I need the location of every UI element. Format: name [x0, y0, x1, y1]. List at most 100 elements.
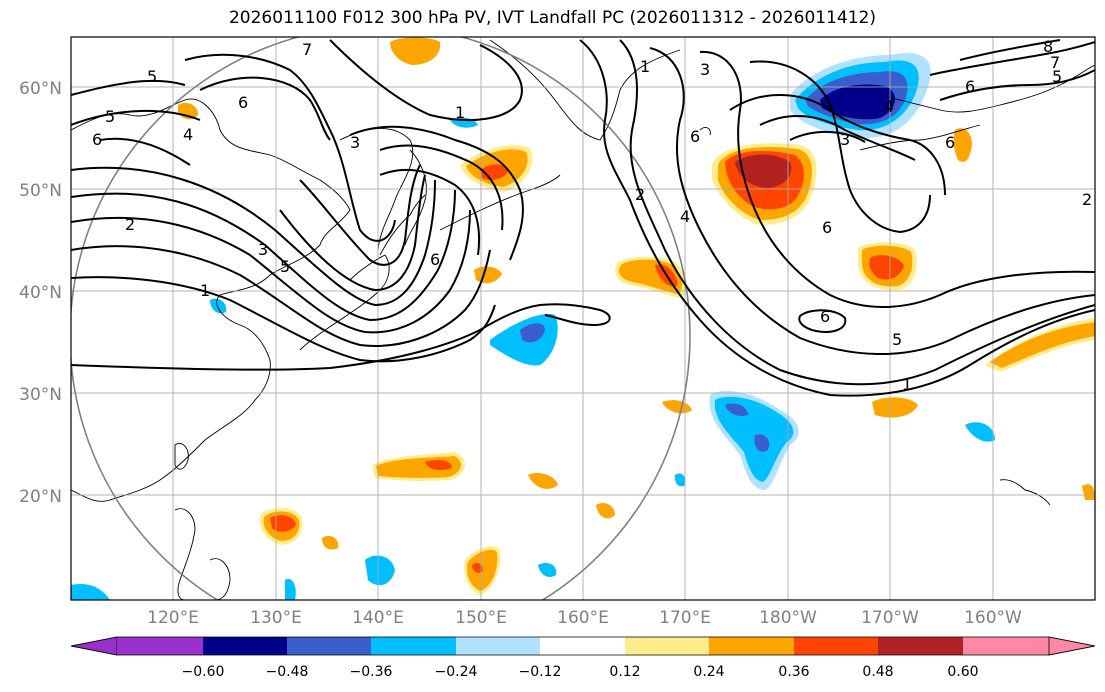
- lon-tick-label: 170°E: [659, 608, 711, 628]
- pv-negative-region: [725, 403, 748, 416]
- lat-tick-label: 50°N: [19, 181, 62, 201]
- colorbar-extend-low: [70, 636, 118, 656]
- pv-positive-region: [528, 473, 558, 489]
- contour-label: 5: [892, 330, 902, 349]
- contour-label: 5: [1052, 67, 1062, 86]
- colorbar-bin: [540, 637, 625, 655]
- pv-positive-region: [472, 562, 483, 573]
- pv-positive-region: [662, 400, 692, 414]
- contour-label: 6: [92, 130, 102, 149]
- contour-label: 6: [238, 93, 248, 112]
- pv-positive-region: [596, 503, 615, 519]
- contour-label: 6: [820, 307, 830, 326]
- colorbar: −0.60 −0.48 −0.36 −0.24 −0.12 0.12 0.24 …: [70, 636, 1096, 680]
- pv-negative-region: [210, 298, 227, 314]
- contour-label: 3: [840, 130, 850, 149]
- contour-label: 3: [258, 240, 268, 259]
- contour-label: 7: [302, 40, 312, 59]
- contour-label: 3: [350, 133, 360, 152]
- region-circle: [71, 37, 691, 600]
- pv-negative-region: [520, 323, 545, 343]
- lon-tick-label: 150°E: [455, 608, 507, 628]
- lon-axis: 120°E 130°E 140°E 150°E 160°E 170°E 180°…: [147, 608, 1022, 628]
- contour-label: 7: [1050, 53, 1060, 72]
- gridlines: [71, 37, 1095, 600]
- colorbar-tick-label: 0.36: [778, 664, 809, 680]
- contour-label: 1: [200, 281, 210, 300]
- colorbar-tick-label: −0.24: [435, 664, 478, 680]
- colorbar-bin: [878, 637, 963, 655]
- pv-positive-region: [953, 128, 972, 162]
- coastlines: [71, 39, 1095, 600]
- lat-axis: 60°N 50°N 40°N 30°N 20°N: [19, 79, 62, 507]
- colorbar-bin: [287, 637, 371, 655]
- colorbar-bin: [709, 637, 794, 655]
- figure-title: 2026011100 F012 300 hPa PV, IVT Landfall…: [228, 8, 876, 28]
- lon-tick-label: 140°E: [352, 608, 404, 628]
- lat-tick-label: 40°N: [19, 283, 62, 303]
- contour-label: 1: [640, 57, 650, 76]
- colorbar-tick-label: −0.12: [519, 664, 562, 680]
- pv-positive-region: [872, 397, 918, 418]
- pv-fill-layer: [71, 37, 1095, 600]
- colorbar-bin: [625, 637, 709, 655]
- contour-label: 3: [700, 60, 710, 79]
- contour-label: 5: [147, 67, 157, 86]
- colorbar-bin: [371, 637, 456, 655]
- lon-tick-label: 130°E: [250, 608, 302, 628]
- pv-negative-region: [965, 422, 995, 442]
- pv-positive-region: [869, 255, 904, 280]
- pv-negative-region: [674, 473, 686, 487]
- contour-label: 4: [680, 207, 690, 226]
- colorbar-tick-label: −0.36: [350, 664, 393, 680]
- contour-label: 5: [105, 107, 115, 126]
- pv-negative-region: [71, 583, 110, 600]
- contour-label: 6: [430, 250, 440, 269]
- colorbar-tick-label: −0.60: [182, 664, 225, 680]
- pv-negative-region: [538, 563, 557, 577]
- colorbar-tick-label: 0.12: [609, 664, 640, 680]
- pv-negative-region: [285, 579, 296, 600]
- contour-label: 5: [280, 257, 290, 276]
- colorbar-tick-label: −0.48: [266, 664, 309, 680]
- colorbar-tick-label: 0.60: [947, 664, 978, 680]
- contour-label: 1: [455, 103, 465, 122]
- colorbar-bin: [117, 637, 203, 655]
- pv-positive-region: [1082, 484, 1095, 500]
- lon-tick-label: 160°W: [964, 608, 1022, 628]
- colorbar-bin: [794, 637, 878, 655]
- pv-positive-region: [735, 154, 792, 188]
- lat-tick-label: 20°N: [19, 487, 62, 507]
- pv-negative-region: [820, 84, 896, 120]
- colorbar-tick-label: 0.48: [862, 664, 893, 680]
- pv-positive-region: [474, 266, 502, 284]
- contour-label: 2: [1082, 190, 1092, 209]
- pv-positive-region: [322, 536, 339, 550]
- lon-tick-label: 180°W: [759, 608, 817, 628]
- colorbar-tick-label: 0.24: [693, 664, 724, 680]
- lon-tick-label: 160°E: [557, 608, 609, 628]
- lon-tick-label: 170°W: [861, 608, 919, 628]
- contour-label: 6: [822, 218, 832, 237]
- ivt-contours: [71, 39, 1095, 397]
- colorbar-bin: [963, 637, 1049, 655]
- contour-label: 6: [945, 133, 955, 152]
- pv-positive-region: [425, 460, 452, 470]
- colorbar-bin: [203, 637, 287, 655]
- colorbar-extend-high: [1048, 636, 1096, 656]
- colorbar-outline: [70, 636, 1096, 656]
- colorbar-bin: [456, 637, 540, 655]
- contour-label: 8: [1043, 37, 1053, 56]
- pv-negative-region: [754, 434, 770, 452]
- contour-label: 4: [183, 125, 193, 144]
- contour-label: 4: [884, 97, 894, 116]
- pv-positive-region: [990, 322, 1095, 368]
- lat-tick-label: 30°N: [19, 385, 62, 405]
- contour-label: 6: [690, 127, 700, 146]
- map-frame: [70, 36, 1096, 601]
- contour-label: 2: [635, 185, 645, 204]
- pv-positive-region: [390, 37, 441, 65]
- lon-tick-label: 120°E: [147, 608, 199, 628]
- contour-label: 1: [902, 375, 912, 394]
